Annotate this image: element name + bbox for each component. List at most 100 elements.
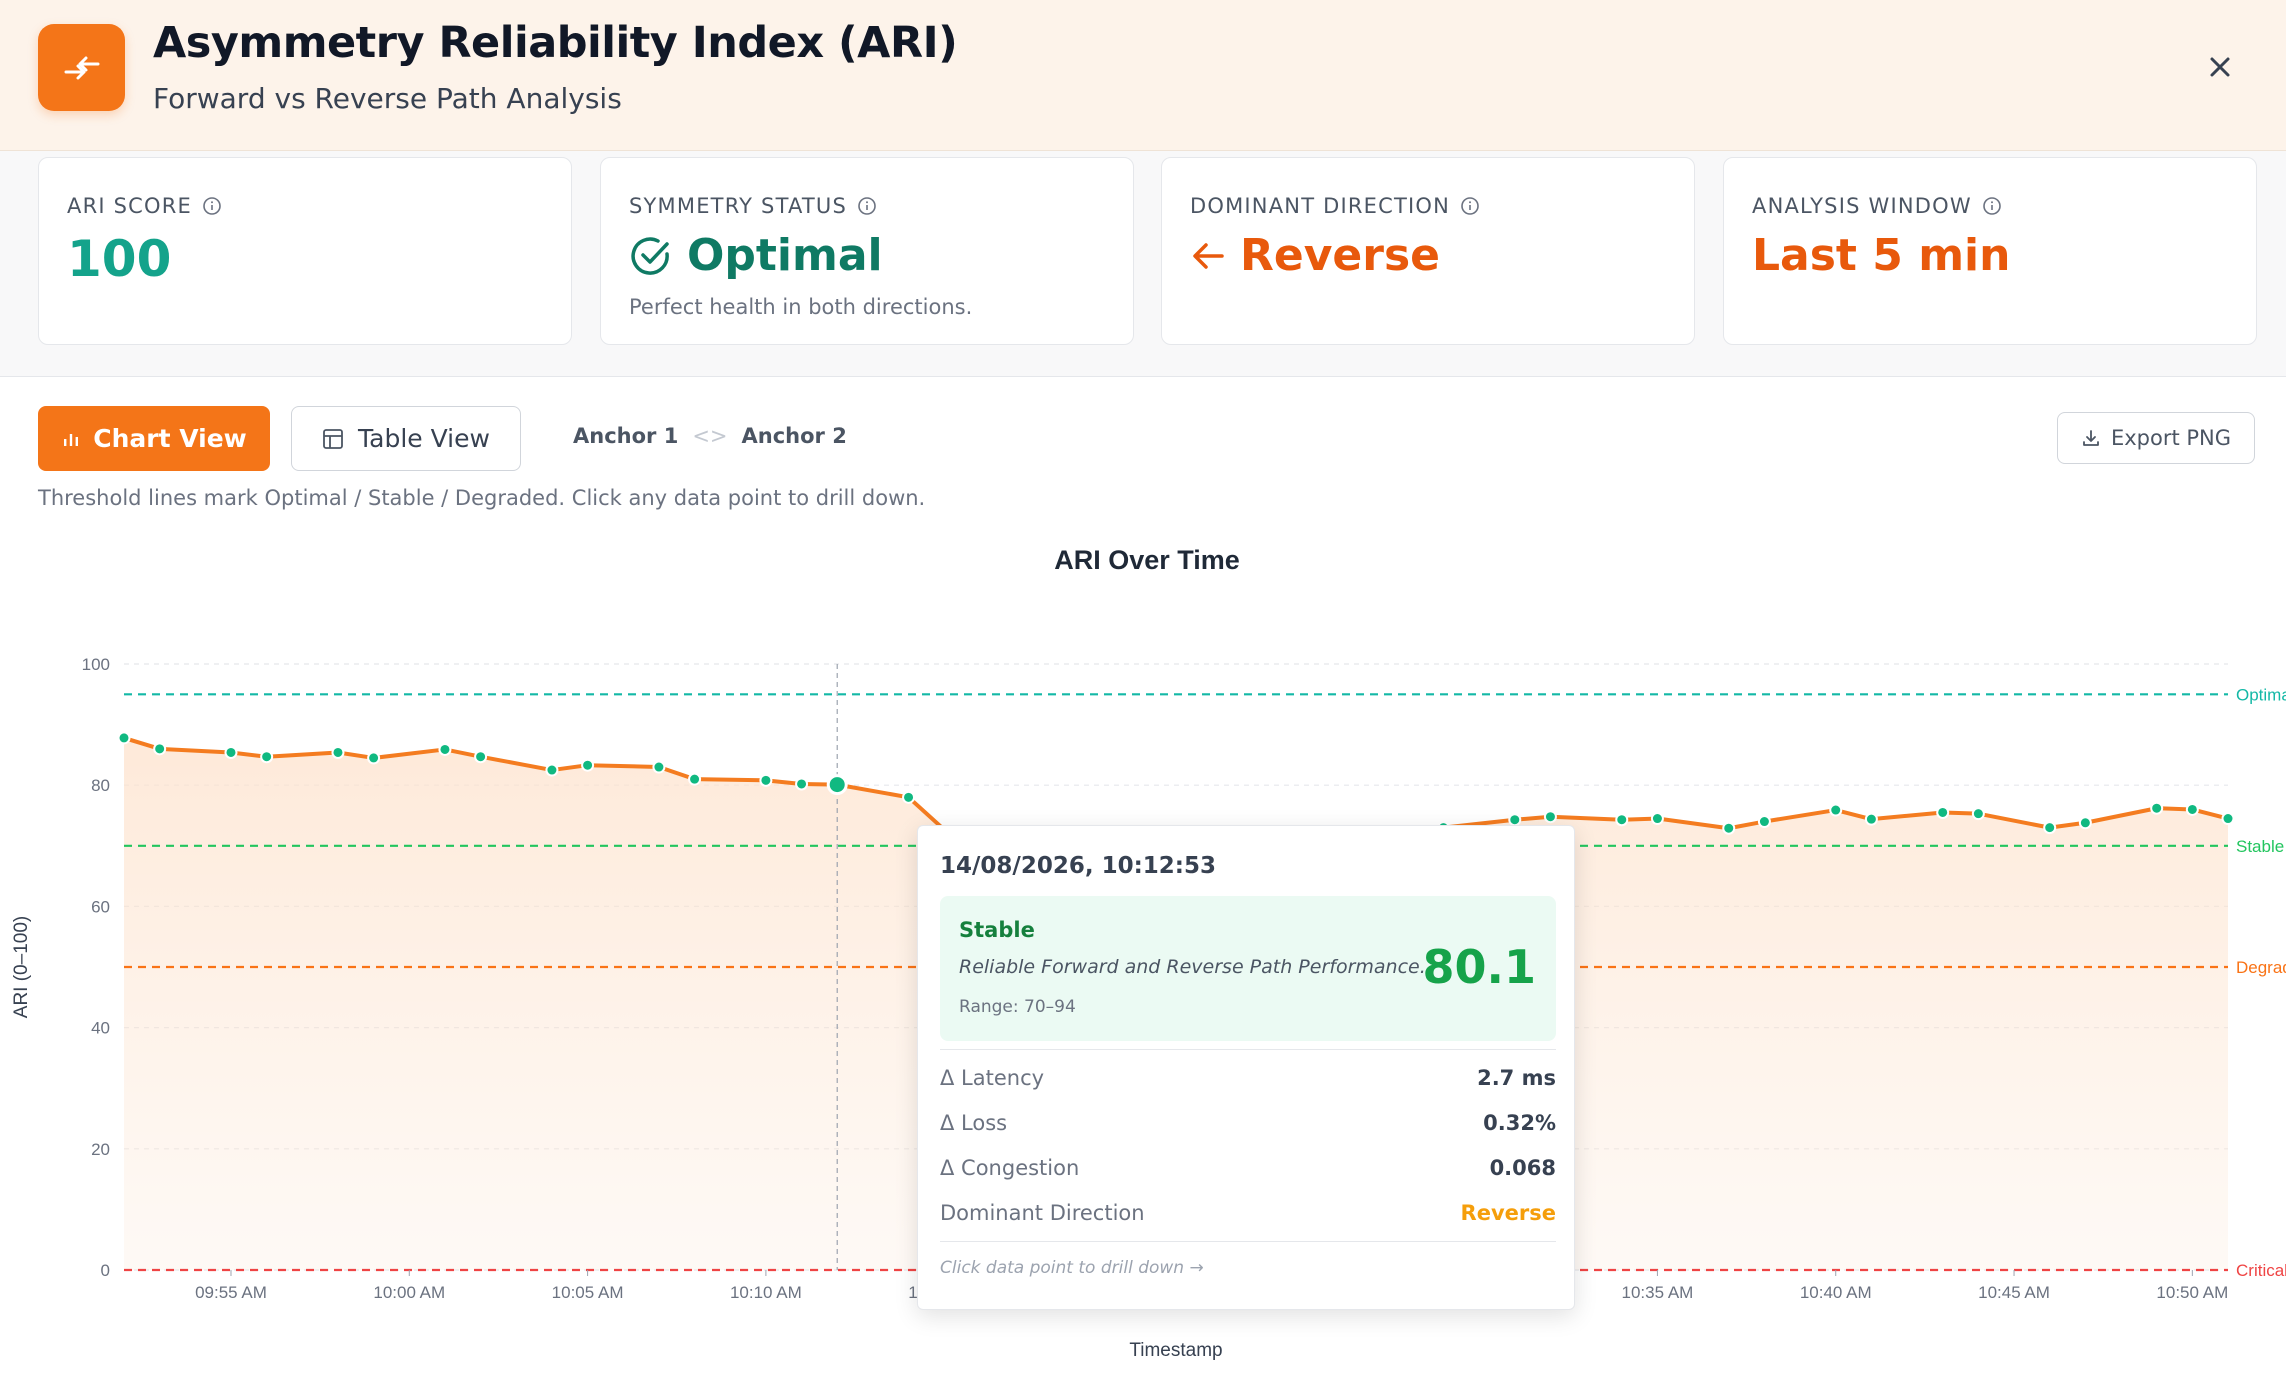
data-point [795, 777, 809, 791]
x-tick-label: 10:05 AM [552, 1283, 624, 1302]
arrow-left-icon [1193, 242, 1224, 269]
x-axis-label: Timestamp [1129, 1340, 1222, 1361]
tooltip-row-label: Δ Congestion [940, 1156, 1080, 1180]
export-png-label: Export PNG [2110, 426, 2232, 450]
y-tick-label: 0 [101, 1261, 110, 1280]
x-tick-label: 10:10 AM [730, 1283, 802, 1302]
data-point [474, 750, 488, 764]
tooltip-row: Δ Loss 0.32% [940, 1111, 1556, 1135]
tooltip-row-label: Dominant Direction [940, 1201, 1145, 1225]
data-point [652, 760, 666, 774]
anchor-2-label: Anchor 2 [741, 424, 847, 448]
divider [940, 1241, 1556, 1242]
swap-arrows-icon [38, 24, 125, 111]
data-point [1864, 812, 1878, 826]
chart-view-button[interactable]: Chart View [38, 406, 270, 471]
tooltip-datetime: 14/08/2026, 10:12:53 [940, 853, 1216, 879]
info-icon[interactable] [857, 196, 877, 216]
data-point [153, 742, 167, 756]
chart-view-label: Chart View [93, 424, 247, 453]
symmetry-status-note: Perfect health in both directions. [629, 295, 973, 319]
table-view-label: Table View [358, 424, 490, 453]
tooltip-row-label: Δ Loss [940, 1111, 1008, 1135]
data-point [260, 750, 274, 764]
data-point [1615, 813, 1629, 827]
data-point [331, 745, 345, 759]
tooltip-row-value: 2.7 ms [1477, 1066, 1556, 1090]
y-tick-label: 60 [91, 897, 110, 916]
data-point [545, 763, 559, 777]
data-point [1971, 807, 1985, 821]
bidirectional-icon: <> [692, 424, 728, 448]
data-point [2043, 821, 2057, 835]
tooltip-description: Reliable Forward and Reverse Path Perfor… [959, 956, 1426, 978]
data-point-tooltip: 14/08/2026, 10:12:53 Stable Reliable For… [917, 825, 1575, 1310]
data-point [438, 742, 452, 756]
y-tick-label: 80 [91, 776, 110, 795]
data-point [826, 774, 848, 796]
data-point [1757, 815, 1771, 829]
table-view-button[interactable]: Table View [291, 406, 521, 471]
bar-chart-icon [64, 433, 79, 446]
data-point [1722, 821, 1736, 835]
data-point [902, 790, 916, 804]
table-icon [323, 428, 343, 449]
chart-title: ARI Over Time [1054, 545, 1240, 575]
symmetry-status-label: SYMMETRY STATUS [629, 194, 848, 218]
threshold-label: Degraded [2236, 958, 2286, 977]
y-tick-label: 20 [91, 1140, 110, 1159]
data-point [2078, 816, 2092, 830]
analysis-window-card: ANALYSIS WINDOW Last 5 min [1723, 157, 2257, 345]
x-tick-label: 10:50 AM [2156, 1283, 2228, 1302]
data-point [688, 772, 702, 786]
page-subtitle: Forward vs Reverse Path Analysis [153, 82, 622, 115]
x-tick-label: 09:55 AM [195, 1283, 267, 1302]
close-icon[interactable] [2203, 50, 2237, 84]
ari-score-value: 100 [67, 230, 172, 288]
tooltip-status: Stable [959, 918, 1035, 942]
info-icon[interactable] [1460, 196, 1480, 216]
anchor-1-label: Anchor 1 [573, 424, 679, 448]
divider [940, 1049, 1556, 1050]
data-point [224, 745, 238, 759]
data-point [581, 758, 595, 772]
tooltip-row: Δ Congestion 0.068 [940, 1156, 1556, 1180]
data-point [2221, 812, 2235, 826]
data-point [1936, 805, 1950, 819]
tooltip-value: 80.1 [1422, 940, 1537, 994]
tooltip-row: Dominant Direction Reverse [940, 1201, 1556, 1225]
data-point [1829, 803, 1843, 817]
tooltip-row-label: Δ Latency [940, 1066, 1045, 1090]
y-axis-label: ARI (0–100) [11, 916, 32, 1018]
data-point [367, 751, 381, 765]
y-tick-label: 40 [91, 1019, 110, 1038]
analysis-window-label: ANALYSIS WINDOW [1752, 194, 1972, 218]
data-point [2185, 802, 2199, 816]
tooltip-row-value: Reverse [1460, 1201, 1556, 1225]
check-circle-icon [631, 236, 669, 275]
threshold-label: Stable [2236, 837, 2284, 856]
dominant-direction-value: Reverse [1240, 230, 1440, 281]
dominant-direction-card: DOMINANT DIRECTION Reverse [1161, 157, 1695, 345]
symmetry-status-card: SYMMETRY STATUS Optimal Perfect health i… [600, 157, 1134, 345]
tooltip-row: Δ Latency 2.7 ms [940, 1066, 1556, 1090]
download-icon [2083, 430, 2099, 446]
info-icon[interactable] [1982, 196, 2002, 216]
tooltip-status-box: Stable Reliable Forward and Reverse Path… [940, 896, 1556, 1041]
ari-score-label: ARI SCORE [67, 194, 193, 218]
data-point [1543, 810, 1557, 824]
x-tick-label: 10:40 AM [1800, 1283, 1872, 1302]
info-icon[interactable] [202, 196, 222, 216]
data-point [117, 731, 131, 745]
data-point [1650, 812, 1664, 826]
ari-score-card: ARI SCORE 100 [38, 157, 572, 345]
tooltip-range: Range: 70–94 [959, 997, 1076, 1017]
page-title: Asymmetry Reliability Index (ARI) [153, 18, 958, 68]
export-png-button[interactable]: Export PNG [2057, 412, 2255, 464]
analysis-window-value: Last 5 min [1752, 230, 2011, 281]
data-point [2150, 801, 2164, 815]
chart-hint: Threshold lines mark Optimal / Stable / … [38, 486, 926, 510]
data-point [759, 773, 773, 787]
modal-header: Asymmetry Reliability Index (ARI) Forwar… [0, 0, 2286, 151]
tooltip-footer: Click data point to drill down → [940, 1258, 1204, 1278]
